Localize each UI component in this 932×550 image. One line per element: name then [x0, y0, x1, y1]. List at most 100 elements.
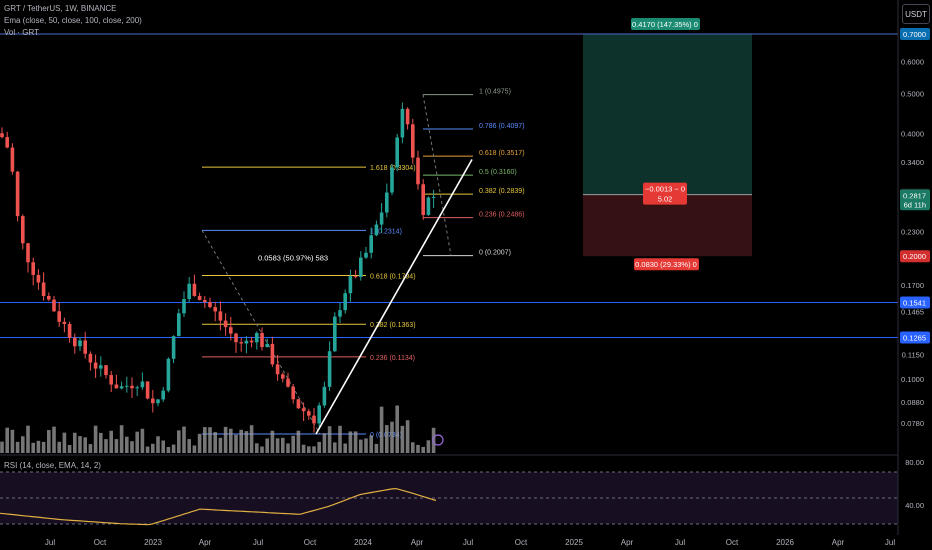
time-axis: Jul Oct 2023 Apr Jul Oct 2024 Apr Jul Oct 2025 Apr J… [45, 538, 895, 547]
volume-bar [135, 431, 139, 453]
fib-label-right: 0.618 (0.3517) [479, 150, 525, 157]
volume-bar [270, 430, 275, 453]
candle-body [109, 375, 113, 385]
candle-body [421, 184, 425, 215]
price-label: 0.2000 [903, 252, 926, 261]
volume-bar [21, 436, 25, 453]
price-tick: 0.3400 [901, 158, 924, 167]
volume-bar [218, 437, 223, 453]
candle-body [218, 311, 223, 321]
volume-bar [203, 427, 207, 453]
rsi-band [0, 472, 898, 524]
volume-bar [327, 426, 332, 453]
candle-body [15, 171, 20, 217]
volume-bar [83, 437, 87, 453]
price-tick: 0.1465 [901, 307, 924, 316]
volume-bar [156, 436, 160, 453]
volume-bar [41, 441, 46, 453]
volume-bar [151, 443, 155, 453]
price-label-bg [900, 331, 930, 344]
volume-bar [385, 425, 389, 453]
candle-body [5, 137, 9, 148]
rsi-legend[interactable]: RSI (14, close, EMA, 14, 2) [4, 461, 101, 470]
price-label: 6d 11h [904, 200, 926, 209]
volume-bar [10, 429, 15, 453]
candle-body [36, 274, 41, 283]
volume-bar [125, 436, 129, 453]
candle-body [197, 295, 202, 301]
volume-bar [5, 427, 9, 453]
volume-bar [197, 433, 202, 453]
price-label: 0.2817 [903, 191, 926, 200]
price-tick: 0.4000 [901, 129, 924, 138]
fib-label-left: 0.618 (0.1794) [370, 273, 416, 280]
rsi-ema-line [0, 487, 437, 526]
candle-body [177, 313, 181, 337]
volume-legend[interactable]: Vol · GRT [4, 28, 39, 37]
volume-bar [166, 446, 171, 453]
candle-body [21, 216, 25, 244]
volume-bar [281, 437, 285, 453]
candle-body [78, 340, 82, 347]
volume-bar [213, 432, 217, 453]
volume-bar [265, 438, 269, 453]
currency-button[interactable]: USDT [902, 4, 930, 24]
candle-body [41, 282, 46, 296]
candle-body [88, 353, 93, 363]
time-tick: 2023 [144, 538, 162, 547]
time-tick: Apr [199, 538, 212, 547]
volume-bar [57, 441, 61, 453]
time-tick: Apr [411, 538, 424, 547]
candle-body [208, 302, 212, 308]
volume-bar [343, 443, 347, 453]
volume-bar [187, 439, 191, 453]
candle-body [171, 336, 176, 359]
ema-legend[interactable]: Ema (close, 50, close, 100, close, 200) [4, 16, 142, 25]
volume-bar [67, 445, 72, 453]
candle-body [348, 276, 353, 294]
volume-bar [348, 431, 353, 453]
volume-bar [182, 426, 186, 453]
volume-bar [275, 438, 280, 453]
candle-body [166, 358, 171, 391]
candle-body [244, 340, 249, 344]
candle-body [125, 385, 129, 387]
candle-body [114, 384, 119, 389]
trendline [315, 159, 473, 435]
volume-bar [244, 431, 249, 453]
volume-bar [364, 438, 368, 453]
time-tick: Apr [832, 538, 845, 547]
candle-body [322, 386, 327, 406]
candle-body [359, 257, 363, 277]
candle-body [151, 398, 155, 404]
candle-body [26, 243, 30, 263]
candle-body [47, 295, 51, 300]
volume-bar [369, 435, 373, 453]
price-label: 0.1265 [903, 333, 926, 342]
fib-label-left: 0.382 (0.1363) [370, 322, 416, 329]
volume-bar [400, 425, 405, 453]
candle-body [395, 137, 399, 168]
candle-body [161, 390, 165, 400]
volume-bar [114, 439, 119, 453]
volume-bar [31, 442, 35, 453]
volume-bar [177, 430, 181, 453]
symbol-legend[interactable]: GRT / TetherUS, 1W, BINANCE [4, 4, 117, 13]
volume-bar [229, 428, 233, 453]
price-label-bg [900, 250, 930, 263]
volume-bar [208, 427, 212, 453]
candle-body [93, 362, 98, 369]
time-tick: Oct [304, 538, 317, 547]
fib-label-right: 0.382 (0.2839) [479, 188, 525, 195]
volume-bar [239, 429, 243, 453]
candle-body [67, 324, 72, 338]
candle-body [187, 283, 191, 300]
candle-body [249, 340, 254, 343]
candle-body [213, 307, 217, 312]
fib-label-right: 0.5 (0.3160) [479, 169, 517, 176]
fib-label-left: 0.236 (0.1134) [370, 355, 415, 362]
candle-body [296, 399, 301, 409]
volume-bar [93, 425, 98, 453]
rsi-tick: 80.00 [905, 458, 924, 467]
